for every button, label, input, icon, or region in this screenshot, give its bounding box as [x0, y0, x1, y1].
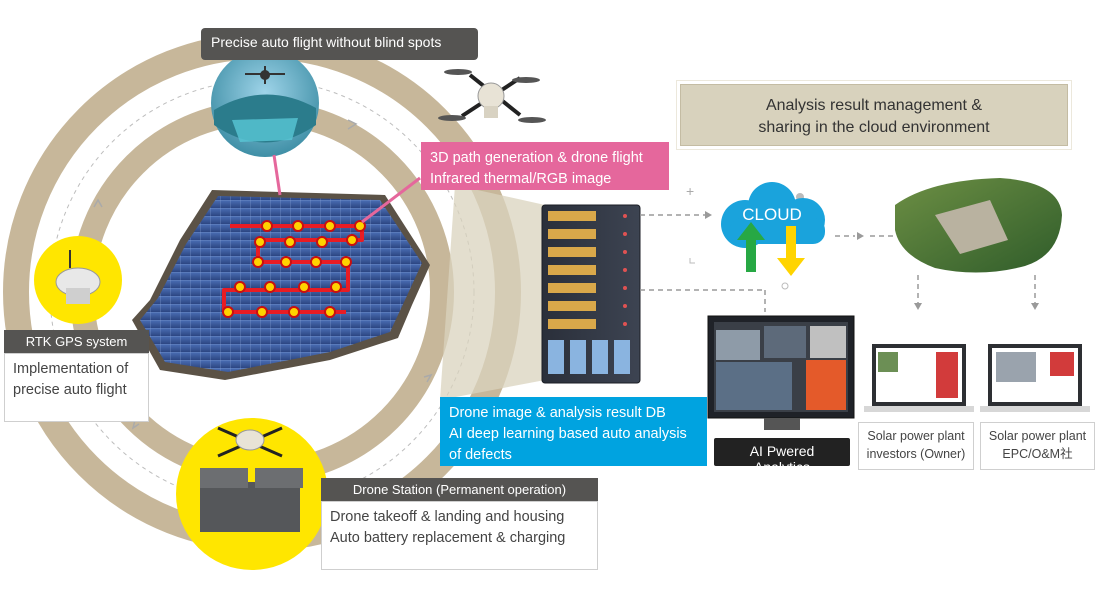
corner-icon — [689, 258, 695, 264]
db-line1: Drone image & analysis result DB — [449, 405, 666, 421]
solar-farm-image — [132, 190, 430, 380]
investors-label: Solar power plant investors (Owner) — [858, 422, 974, 470]
rtk-line2: precise auto flight — [13, 382, 127, 398]
path-label: 3D path generation & drone flight Infrar… — [421, 142, 669, 190]
epc-line2: EPC/O&M社 — [1002, 447, 1073, 461]
projection-wedge — [440, 185, 545, 400]
epc-line1: Solar power plant — [988, 429, 1087, 443]
server-rack-image — [541, 204, 641, 384]
monitor-image — [707, 315, 855, 430]
rtk-body: Implementation of precise auto flight — [4, 353, 149, 422]
investors-line1: Solar power plant — [867, 429, 965, 443]
db-line3: of defects — [449, 447, 512, 463]
plus-icon: + — [686, 183, 694, 199]
station-header: Drone Station (Permanent operation) — [321, 478, 598, 501]
drone-station-image — [176, 418, 328, 570]
aerial-view-image — [211, 49, 319, 196]
ai-analytics-text: AI Pwered Analytics — [749, 443, 815, 475]
rtk-line1: Implementation of — [13, 361, 129, 377]
rtk-box: RTK GPS system Implementation of precise… — [4, 330, 149, 422]
db-line2: AI deep learning based auto analysis — [449, 426, 687, 442]
flow-connectors — [640, 214, 1036, 312]
terrain-map-image — [895, 178, 1062, 273]
laptop-epc-image — [980, 344, 1090, 412]
path-label-line2: Infrared thermal/RGB image — [430, 171, 612, 187]
cloud-box-line2: sharing in the cloud environment — [758, 119, 990, 136]
epc-label: Solar power plant EPC/O&M社 — [980, 422, 1095, 470]
cloud-icon — [721, 182, 825, 276]
path-connector — [361, 176, 421, 224]
ring-icon — [781, 282, 789, 290]
drone-image — [438, 69, 546, 123]
cloud-label: CLOUD — [742, 205, 802, 224]
flight-label: Precise auto flight without blind spots — [201, 28, 478, 60]
cloud-box-line1: Analysis result management & — [765, 97, 983, 114]
investors-line2: investors (Owner) — [866, 447, 966, 461]
path-label-line1: 3D path generation & drone flight — [430, 150, 643, 166]
ai-analytics-label: AI Pwered Analytics — [714, 438, 850, 475]
upload-arrow-icon — [737, 222, 765, 272]
flight-label-text: Precise auto flight without blind spots — [211, 34, 442, 50]
station-line2: Auto battery replacement & charging — [330, 530, 566, 546]
laptop-owner-image — [864, 344, 974, 412]
cloud-management-label: Analysis result management & sharing in … — [676, 80, 1072, 150]
station-line1: Drone takeoff & landing and housing — [330, 509, 565, 525]
download-arrow-icon — [777, 226, 805, 276]
rtk-header: RTK GPS system — [4, 330, 149, 353]
db-label: Drone image & analysis result DB AI deep… — [440, 397, 707, 466]
station-box: Drone Station (Permanent operation) Dron… — [321, 478, 598, 570]
flow-arrowheads — [705, 211, 1039, 310]
rtk-gps-image — [34, 236, 122, 324]
station-body: Drone takeoff & landing and housing Auto… — [321, 501, 598, 570]
